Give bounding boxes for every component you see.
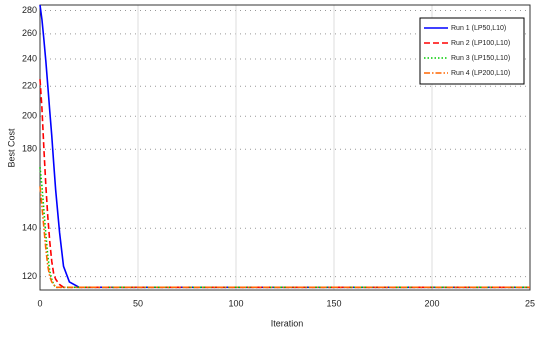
y-tick-label: 220 (22, 81, 37, 91)
legend-label: Run 4 (LP200,L10) (451, 70, 510, 77)
x-axis-label: Iteration (271, 318, 304, 328)
legend-label: Run 2 (LP100,L10) (451, 40, 510, 47)
y-tick-label: 280 (22, 5, 37, 15)
x-tick-label: 25 (525, 298, 535, 308)
x-tick-label: 0 (37, 298, 42, 308)
y-tick-label: 180 (22, 144, 37, 154)
series-line (39, 186, 530, 289)
x-tick-label: 50 (133, 298, 143, 308)
x-tick-label: 150 (326, 298, 341, 308)
y-tick-label: 120 (22, 271, 37, 281)
y-tick-label: 240 (22, 53, 37, 63)
plot-frame (39, 4, 531, 291)
y-tick-label: 260 (22, 28, 37, 38)
x-tick-label: 100 (228, 298, 243, 308)
y-tick-label: 200 (22, 111, 37, 121)
x-tick-label: 200 (424, 298, 439, 308)
legend-label: Run 1 (LP50,L10) (451, 25, 506, 32)
y-axis-label: Best Cost (6, 128, 16, 168)
y-tick-label: 140 (22, 223, 37, 233)
legend-label: Run 3 (LP150,L10) (451, 55, 510, 62)
